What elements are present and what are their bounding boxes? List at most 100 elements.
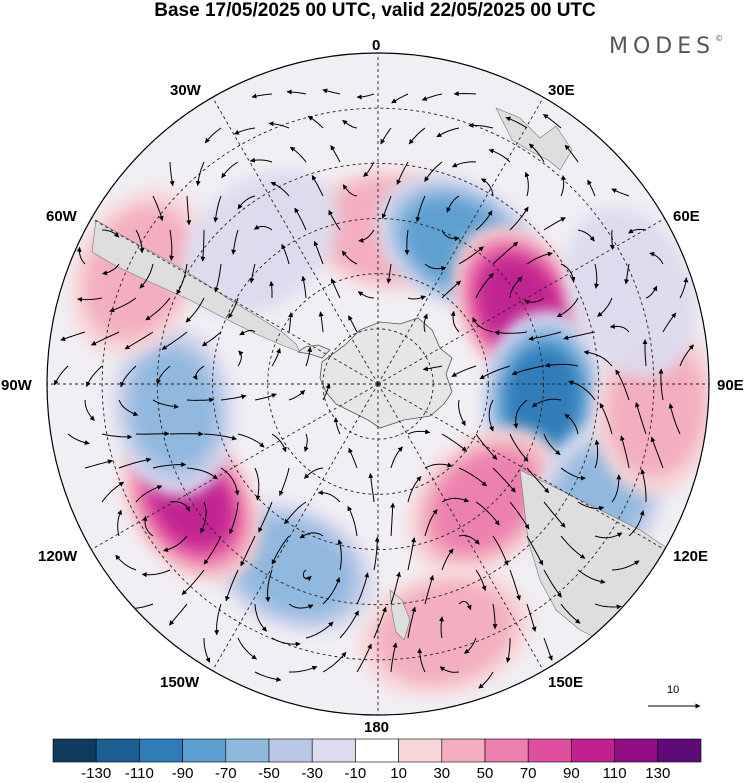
wind-arrow [423, 313, 428, 333]
wind-arrow [458, 467, 487, 487]
wind-arrow [407, 295, 426, 301]
wind-arrow [305, 346, 313, 367]
wind-arrow [169, 501, 191, 512]
wind-arrow [303, 467, 324, 479]
wind-arrow [396, 161, 409, 185]
wind-arrow [254, 671, 282, 682]
wind-arrow [560, 263, 576, 283]
wind-arrow [139, 263, 154, 289]
wind-arrow [650, 436, 664, 469]
wind-arrow [417, 648, 426, 673]
wind-arrow [348, 315, 358, 333]
wind-arrow [531, 398, 562, 408]
wind-arrow [480, 178, 494, 197]
wind-arrow [556, 297, 579, 318]
wind-arrow [526, 251, 553, 265]
wind-arrow [181, 569, 205, 595]
wind-arrow [118, 399, 139, 416]
wind-arrow [213, 195, 222, 223]
wind-arrow [492, 467, 516, 493]
wind-arrow [237, 195, 256, 210]
wind-arrow [422, 365, 443, 372]
wind-arrow [679, 344, 694, 367]
wind-arrow [458, 600, 472, 611]
wind-arrow [640, 468, 647, 502]
latitude-circle [101, 107, 655, 661]
wind-arrow [620, 435, 630, 469]
wind-arrow [450, 310, 460, 333]
wind-arrow [270, 181, 290, 197]
wind-arrow [542, 113, 562, 129]
colorbar-tick-label: 30 [433, 765, 451, 782]
wind-arrow [441, 229, 460, 242]
wind-arrow [594, 263, 600, 289]
wind-arrow [368, 473, 375, 503]
lon-label-90w: 90W [1, 377, 32, 394]
wind-arrow [597, 297, 613, 317]
colorbar-tick-label: -130 [81, 765, 112, 782]
wind-arrow [249, 263, 256, 284]
colorbar-swatch [614, 738, 659, 763]
wind-arrow [390, 571, 401, 605]
lon-label-180: 180 [364, 719, 390, 736]
colorbar-tick-label: 110 [602, 765, 627, 782]
wind-arrow [475, 433, 498, 460]
wind-arrow [84, 399, 95, 421]
colorbar-swatch [268, 738, 313, 763]
longitude-line [377, 383, 665, 550]
wind-arrow [348, 447, 358, 469]
wind-arrow [458, 534, 480, 545]
colorbar-tick-label: 130 [645, 765, 671, 782]
wind-arrow [330, 144, 341, 163]
wind-arrow [407, 606, 417, 639]
wind-arrow [451, 161, 477, 168]
wind-arrow [203, 637, 211, 663]
wind-arrow [337, 539, 343, 571]
wind-arrow [475, 210, 493, 231]
wind-arrow [524, 297, 545, 305]
wind-arrow [284, 501, 307, 525]
wind-arrow [186, 195, 192, 226]
wind-arrow [185, 297, 205, 323]
wind-arrow [475, 569, 487, 591]
wind-arrow [492, 241, 519, 265]
wind-arrow [101, 433, 133, 440]
wind-arrow [342, 184, 358, 197]
wind-arrow [386, 263, 392, 284]
wind-arrow [239, 329, 256, 336]
wind-arrow [373, 536, 380, 571]
wind-arrow [492, 535, 509, 566]
wind-arrow [679, 277, 689, 299]
wind-arrow [421, 93, 443, 101]
wind-arrow [237, 433, 265, 448]
wind-arrow [237, 350, 244, 367]
wind-arrow [341, 250, 358, 265]
wind-arrow [560, 603, 581, 624]
wind-arrow [84, 459, 113, 469]
wind-arrow [322, 651, 347, 673]
wind-arrow [120, 365, 137, 388]
wind-arrow [124, 331, 154, 350]
colorbar-tick-label: -90 [171, 765, 194, 782]
anomaly-center [181, 169, 339, 317]
wind-arrow [200, 229, 206, 262]
wind-arrow [609, 229, 615, 250]
colorbar-tick-label: -50 [258, 765, 280, 782]
wind-arrow [53, 365, 69, 386]
wind-arrow [424, 263, 447, 271]
longitude-line [377, 218, 665, 385]
wind-arrow [577, 229, 595, 242]
wind-arrow [390, 642, 398, 673]
wind-arrow [583, 350, 613, 367]
wind-arrow [615, 369, 630, 401]
colorbar-swatch [52, 738, 97, 763]
wind-arrow [299, 532, 324, 539]
wind-arrow [611, 474, 622, 503]
wind-arrow [658, 368, 664, 401]
wind-arrow [322, 383, 331, 401]
longitude-line [212, 383, 379, 671]
wind-arrow [271, 348, 281, 367]
wind-arrow [478, 671, 494, 689]
wind-arrow [438, 616, 444, 639]
